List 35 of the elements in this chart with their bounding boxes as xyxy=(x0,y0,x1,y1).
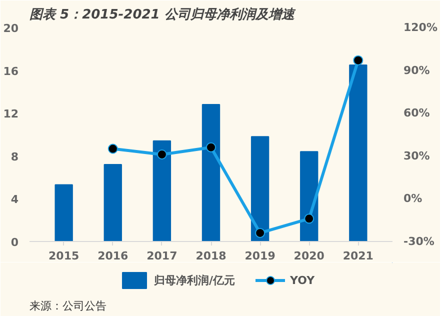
point xyxy=(206,142,216,152)
y-tick-label: 8 xyxy=(10,150,18,164)
y2-tick-label: 30% xyxy=(404,149,430,162)
y2-tick-label: -30% xyxy=(404,235,434,248)
bar xyxy=(54,184,73,242)
y-tick-label: 20 xyxy=(3,22,19,35)
x-tick-label: 2015 xyxy=(48,250,80,262)
x-tick-label: 2020 xyxy=(294,250,325,262)
x-tick-label: 2019 xyxy=(244,250,276,262)
y2-tick-label: 120% xyxy=(404,21,438,34)
y2-tick-label: 0% xyxy=(404,192,422,206)
point xyxy=(108,144,118,154)
bar xyxy=(152,140,172,242)
point xyxy=(255,228,266,238)
x-tick-label: 2021 xyxy=(342,250,374,262)
y-tick-label: 0 xyxy=(10,236,19,249)
point xyxy=(156,149,167,160)
point xyxy=(304,214,314,224)
y2-tick-label: 60% xyxy=(404,106,430,120)
x-tick-label: 2016 xyxy=(98,250,129,262)
y-tick-label: 12 xyxy=(3,108,19,121)
y-tick-label: 16 xyxy=(3,64,19,78)
legend-label: YOY xyxy=(290,274,315,286)
x-tick-label: 2018 xyxy=(196,250,226,262)
source-note: 来源：公司公告 xyxy=(30,300,106,312)
y-tick-label: 4 xyxy=(10,193,19,206)
point xyxy=(353,55,364,66)
bar xyxy=(202,104,220,242)
legend-label: 归母净利润/亿元 xyxy=(154,272,236,288)
x-tick-label: 2017 xyxy=(146,250,178,262)
bar xyxy=(349,64,368,242)
bar xyxy=(250,136,270,242)
y2-tick-label: 90% xyxy=(404,64,430,77)
chart-title: 图表 5：2015-2021 公司归母净利润及增速 xyxy=(30,6,296,22)
bar xyxy=(104,164,122,242)
